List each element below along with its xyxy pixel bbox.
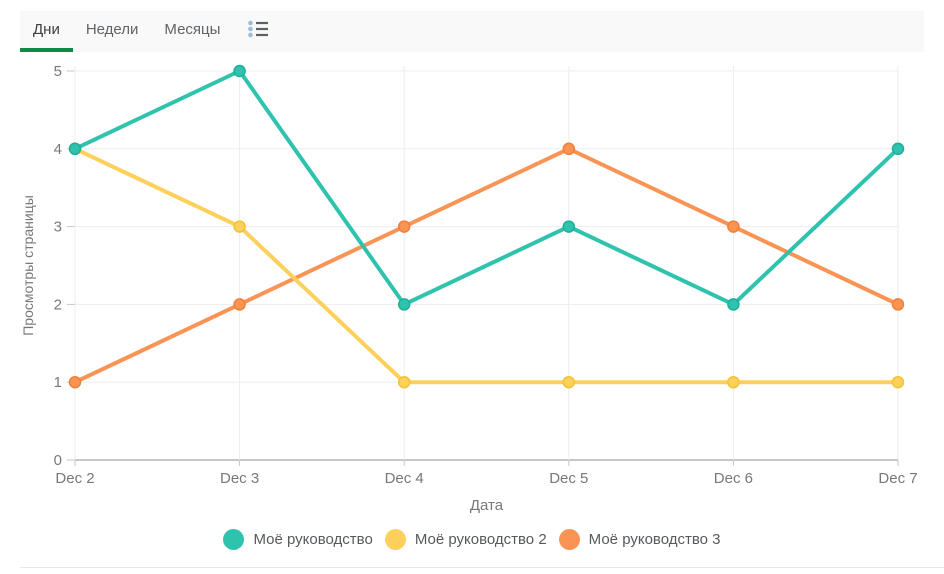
- tab-weeks[interactable]: Недели: [85, 21, 139, 38]
- y-tick-label: 5: [54, 63, 62, 80]
- series-3-point: [891, 298, 905, 311]
- legend-list-icon: [247, 19, 270, 44]
- x-tick-label: Dec 2: [55, 470, 94, 487]
- series-1-point: [891, 142, 905, 156]
- y-tick-label: 1: [54, 374, 62, 391]
- series-1-label: Моё руководство: [253, 531, 373, 548]
- series-1-swatch: [223, 529, 245, 550]
- series-3-point: [397, 220, 411, 233]
- x-tick-label: Dec 3: [220, 470, 259, 487]
- legend-list-toggle-button[interactable]: [233, 11, 284, 52]
- series-2-point: [727, 375, 740, 389]
- y-tick-label: 4: [54, 141, 62, 158]
- series-1-point: [562, 220, 576, 233]
- line-chart: 0 1 2 3 4 5 Dec 2 Dec 3 Dec 4 Dec 5 Dec 6 Dec 7 Дата…: [20, 63, 918, 514]
- series-3-swatch: [558, 529, 580, 550]
- series-1-point: [68, 142, 82, 156]
- x-tick-label: Dec 6: [714, 470, 753, 487]
- y-tick-label: 3: [54, 219, 62, 236]
- series-2-point: [562, 375, 576, 389]
- chart-legend: Моё руководство Моё руководство 2 Моё ру…: [0, 529, 944, 550]
- y-tick-label: 2: [54, 296, 62, 313]
- series-2-point: [891, 375, 905, 389]
- series-line-3: [73, 146, 900, 385]
- series-3-point: [562, 142, 576, 156]
- series-3-point: [68, 375, 82, 389]
- bottom-divider: [20, 567, 944, 568]
- series-1-point: [233, 64, 246, 78]
- y-tick-label: 0: [54, 452, 62, 469]
- legend-item-series-1[interactable]: Моё руководство: [223, 529, 373, 550]
- legend-item-series-3[interactable]: Моё руководство 3: [558, 529, 721, 550]
- series-2-point: [397, 375, 411, 389]
- series-3-point: [727, 220, 740, 233]
- series-1-point: [727, 298, 740, 311]
- x-tick-label: Dec 4: [385, 470, 424, 487]
- series-2-label: Моё руководство 2: [414, 531, 547, 548]
- x-tick-label: Dec 7: [878, 470, 917, 487]
- series-2-point: [233, 220, 246, 233]
- series-line-1: [73, 69, 900, 307]
- tab-months[interactable]: Месяцы: [164, 21, 221, 38]
- series-line-2: [73, 146, 900, 385]
- x-tick-label: Dec 5: [549, 470, 588, 487]
- series-3-label: Моё руководство 3: [588, 531, 721, 548]
- y-axis-title: Просмотры страницы: [20, 195, 36, 336]
- series-3-point: [233, 298, 246, 311]
- tab-bar: Дни Недели Месяцы: [20, 11, 924, 52]
- legend-item-series-2[interactable]: Моё руководство 2: [384, 529, 547, 550]
- series-2-swatch: [384, 529, 406, 550]
- x-axis-title: Дата: [470, 497, 504, 514]
- series-1-point: [397, 298, 411, 311]
- tab-days[interactable]: Дни: [20, 11, 73, 52]
